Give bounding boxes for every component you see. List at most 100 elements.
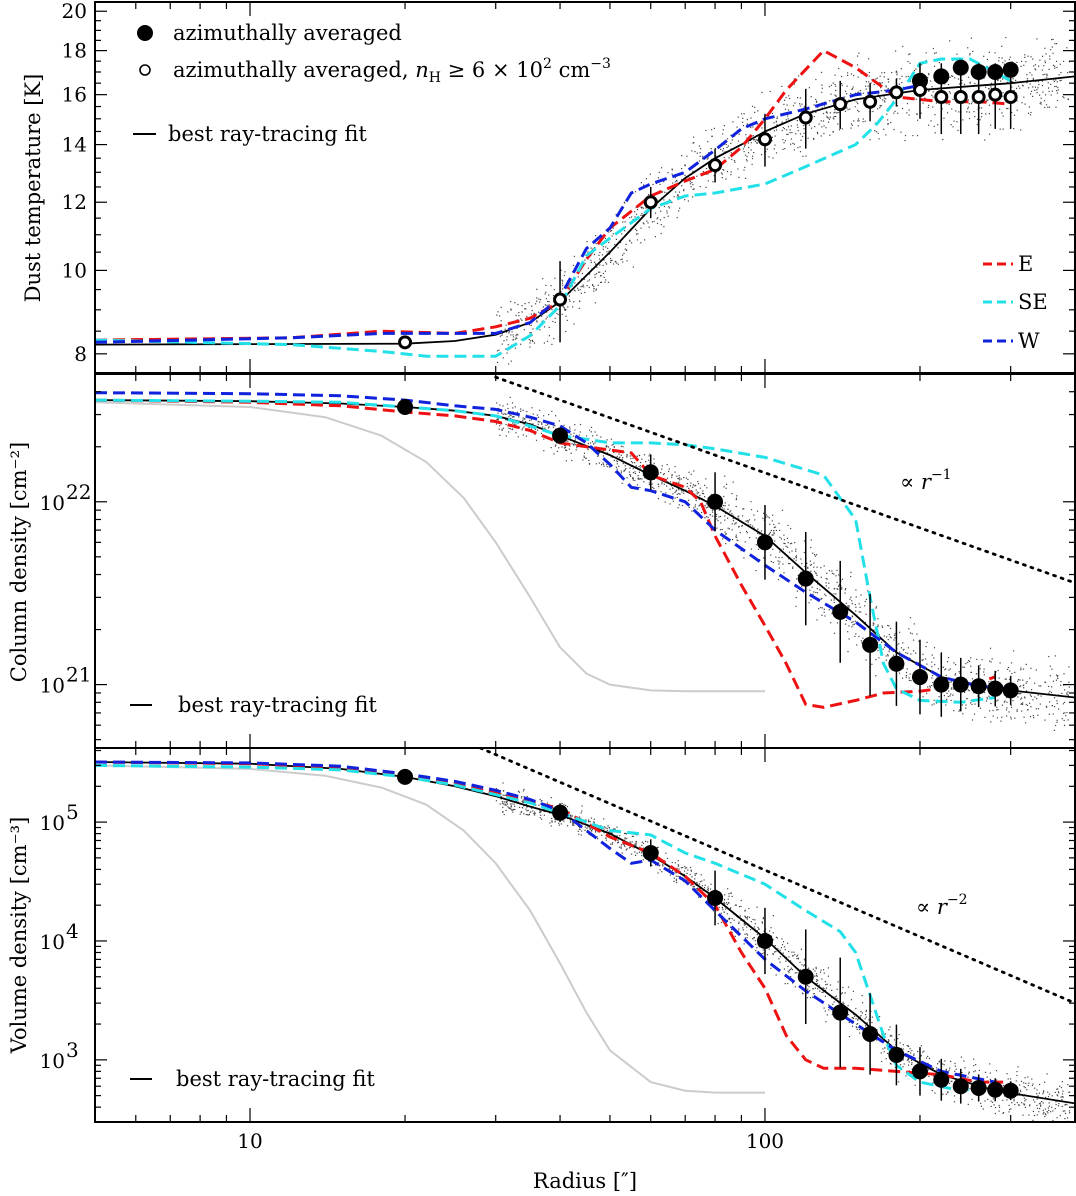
pixel-point (888, 1040, 890, 1042)
pixel-point (824, 995, 826, 997)
pixel-point (1047, 1107, 1049, 1109)
pixel-point (640, 214, 642, 216)
pixel-point (1020, 692, 1022, 695)
pixel-point (927, 686, 929, 688)
pixel-point (539, 299, 542, 301)
pixel-point (968, 659, 970, 662)
pixel-point (534, 433, 536, 435)
pixel-point (1056, 1094, 1058, 1096)
pixel-point (624, 832, 626, 835)
pixel-point (724, 519, 726, 521)
pixel-point (835, 95, 837, 97)
pixel-point (926, 641, 928, 643)
pixel-point (1012, 78, 1014, 80)
pixel-point (900, 131, 902, 133)
pixel-point (686, 872, 688, 874)
pixel-point (541, 422, 543, 424)
pixel-point (973, 1071, 975, 1073)
pixel-point (573, 432, 575, 434)
pixel-point (1028, 1082, 1030, 1084)
pixel-point (604, 237, 607, 239)
pixel-point (621, 258, 623, 260)
pixel-point (756, 906, 758, 908)
pixel-point (968, 1073, 970, 1075)
pixel-point (1029, 83, 1031, 85)
pixel-point (730, 152, 732, 154)
pixel-point (515, 337, 517, 339)
pixel-point (589, 828, 591, 830)
pixel-point (719, 515, 722, 518)
pixel-point (823, 987, 825, 990)
pixel-point (598, 254, 600, 256)
pixel-point (821, 607, 823, 609)
pixel-point (495, 423, 497, 425)
pixel-point (649, 173, 651, 175)
pixel-point (1005, 36, 1007, 39)
pixel-point (599, 251, 601, 254)
pixel-point (1041, 84, 1044, 87)
pixel-point (945, 668, 947, 670)
pixel-point (883, 100, 885, 102)
pixel-point (787, 983, 789, 985)
pixel-point (790, 143, 792, 145)
pixel-point (1052, 52, 1054, 54)
pixel-point (917, 1050, 919, 1053)
pixel-point (612, 233, 614, 235)
pixel-point (970, 702, 972, 704)
pixel-point (744, 154, 747, 156)
pixel-point (970, 671, 972, 673)
pixel-point (632, 477, 634, 479)
pixel-point (1038, 1092, 1040, 1094)
pixel-point (1044, 1081, 1046, 1083)
y-tick-label: 8 (74, 342, 87, 366)
pixel-point (1056, 43, 1058, 45)
pixel-point (499, 404, 501, 406)
pixel-point (868, 71, 870, 74)
pixel-point (676, 180, 678, 182)
data-point-averaged (642, 464, 659, 481)
pixel-point (751, 105, 754, 107)
pixel-point (776, 129, 778, 131)
pixel-point (674, 862, 676, 864)
data-point-averaged (832, 603, 849, 620)
pixel-point (996, 706, 998, 708)
pixel-point (905, 1075, 907, 1077)
data-point-averaged (397, 768, 414, 785)
pixel-point (503, 340, 505, 342)
pixel-point (666, 212, 668, 214)
pixel-point (666, 210, 668, 212)
pixel-point (816, 554, 818, 556)
pixel-point (678, 477, 680, 480)
pixel-point (587, 448, 589, 450)
pixel-point (1036, 698, 1038, 700)
pixel-point (560, 823, 562, 825)
pixel-point (1030, 93, 1032, 95)
pixel-point (1036, 1098, 1038, 1100)
pixel-point (871, 1016, 873, 1018)
pixel-point (593, 288, 595, 290)
pixel-point (794, 102, 796, 104)
pixel-point (536, 297, 538, 299)
pixel-point (541, 315, 543, 317)
pixel-point (625, 849, 627, 851)
pixel-point (771, 520, 773, 522)
pixel-point (1051, 668, 1053, 670)
pixel-point (998, 1110, 1000, 1112)
pixel-point (1023, 1082, 1025, 1084)
pixel-point (775, 120, 777, 122)
pixel-point (511, 402, 514, 404)
pixel-point (732, 121, 734, 123)
pixel-point (825, 1021, 827, 1023)
pixel-point (845, 588, 847, 590)
pixel-point (606, 827, 608, 830)
pixel-point (1044, 681, 1047, 683)
pixel-point (617, 247, 619, 249)
pixel-point (557, 314, 559, 316)
pixel-point (552, 320, 554, 323)
pixel-point (825, 595, 827, 597)
pixel-point (755, 544, 757, 546)
pixel-point (1024, 54, 1026, 56)
pixel-point (999, 662, 1001, 664)
pixel-point (706, 487, 708, 489)
